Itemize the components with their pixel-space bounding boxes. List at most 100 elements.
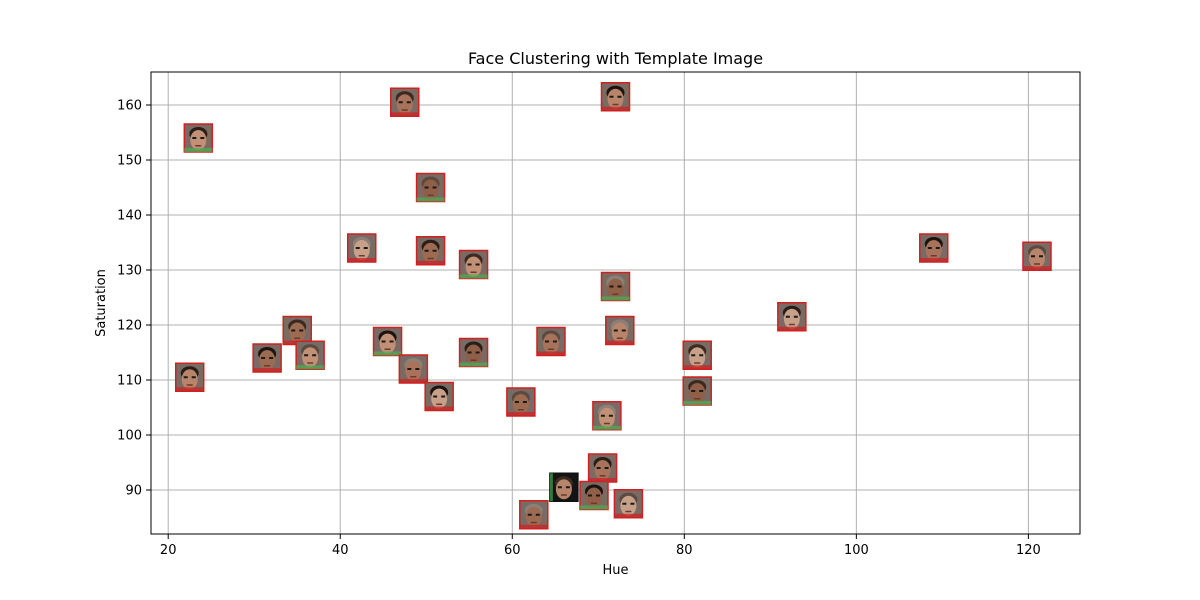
face-eye: [304, 354, 309, 357]
face-mouth: [530, 521, 537, 524]
face-eye: [467, 263, 472, 266]
face-mouth: [517, 409, 524, 411]
face-overlay-strip: [296, 365, 325, 370]
face-eye: [475, 263, 480, 266]
face-eye: [415, 368, 420, 370]
face-eye: [398, 101, 403, 104]
face-skin: [620, 495, 637, 516]
face-eye: [433, 395, 438, 398]
face-overlay-strip: [1022, 266, 1051, 271]
face-skin: [405, 361, 422, 381]
face-eye: [183, 376, 188, 379]
face-eye: [622, 502, 627, 505]
face-eye: [617, 285, 622, 288]
face-eye: [1038, 255, 1043, 258]
chart-title: Face Clustering with Template Image: [468, 49, 763, 68]
face-overlay-strip: [579, 505, 608, 510]
face-mouth: [401, 109, 408, 111]
face-skin: [259, 350, 276, 370]
face-eye: [389, 340, 394, 343]
x-tick-label: 40: [332, 543, 349, 558]
face-mouth: [612, 103, 619, 106]
face-eye: [691, 390, 696, 392]
face-point: [592, 401, 622, 431]
face-skin: [353, 240, 370, 260]
face-skin: [542, 333, 559, 354]
face-eye: [1030, 255, 1035, 258]
face-skin: [465, 344, 482, 365]
face-overlay-strip: [777, 326, 806, 331]
y-tick-label: 100: [117, 429, 142, 444]
face-eye: [600, 414, 605, 417]
y-axis-label: Saturation: [94, 269, 109, 337]
y-tick-label: 150: [117, 154, 142, 169]
face-mouth: [186, 384, 193, 386]
face-eye: [552, 340, 557, 343]
face-mouth: [294, 337, 301, 339]
face-overlay-strip: [399, 379, 428, 383]
face-eye: [200, 137, 205, 139]
face-point: [519, 500, 549, 530]
face-overlay-strip: [614, 513, 643, 518]
face-skin: [598, 407, 615, 428]
face-mouth: [560, 494, 567, 496]
face-point: [919, 233, 949, 263]
face-overlay-strip: [425, 406, 454, 411]
face-eye: [355, 247, 360, 249]
face-eye: [621, 329, 626, 332]
face-eye: [475, 351, 480, 354]
face-mouth: [547, 348, 554, 350]
face-overlay-strip: [184, 148, 213, 152]
y-tick-label: 130: [117, 264, 142, 279]
face-overlay-strip: [683, 401, 712, 405]
face-point: [506, 387, 536, 417]
axis-ticks: 20 40 60 80 100 120 90 100 110 120 130 140 150 160: [117, 99, 1041, 559]
face-overlay-strip: [459, 274, 488, 279]
face-eye: [793, 315, 798, 318]
face-eye: [527, 513, 532, 516]
face-point: [682, 376, 712, 406]
plot-frame: [150, 71, 1081, 535]
face-overlay-strip: [253, 368, 282, 372]
face-overlay-strip: [919, 258, 948, 262]
face-eye: [522, 401, 527, 403]
scatter-points: [174, 82, 1052, 530]
face-eye: [269, 357, 274, 359]
face-eye: [432, 249, 437, 252]
face-eye: [381, 340, 386, 343]
x-axis-label: Hue: [602, 563, 628, 578]
face-skin: [190, 130, 207, 150]
face-mouth: [616, 337, 623, 339]
face-eye: [785, 315, 790, 318]
face-overlay-strip: [683, 365, 712, 370]
face-eye: [608, 414, 613, 417]
template-side-strip: [549, 473, 553, 502]
template-face-point: [549, 472, 579, 502]
face-overlay-strip: [601, 106, 630, 111]
face-point: [372, 326, 403, 357]
face-skin: [289, 322, 306, 343]
face-point: [458, 249, 489, 280]
x-tick-label: 120: [1016, 543, 1041, 558]
face-overlay-strip: [592, 425, 621, 430]
face-point: [346, 233, 377, 263]
face-skin: [181, 369, 198, 390]
face-eye: [191, 376, 196, 379]
face-mouth: [410, 376, 417, 378]
face-point: [613, 489, 644, 519]
face-overlay-strip: [459, 362, 488, 367]
face-eye: [630, 502, 635, 505]
face-skin: [925, 240, 942, 260]
face-overlay-strip: [519, 524, 548, 529]
face-eye: [441, 395, 446, 398]
x-tick-label: 60: [504, 543, 521, 558]
face-eye: [927, 247, 932, 249]
face-overlay-strip: [416, 260, 445, 265]
face-skin: [465, 256, 482, 277]
face-eye: [261, 357, 266, 359]
face-overlay-strip: [390, 112, 419, 117]
face-mouth: [599, 475, 606, 477]
face-mouth: [1033, 263, 1040, 265]
face-mouth: [694, 398, 701, 400]
y-tick-label: 160: [117, 99, 142, 114]
